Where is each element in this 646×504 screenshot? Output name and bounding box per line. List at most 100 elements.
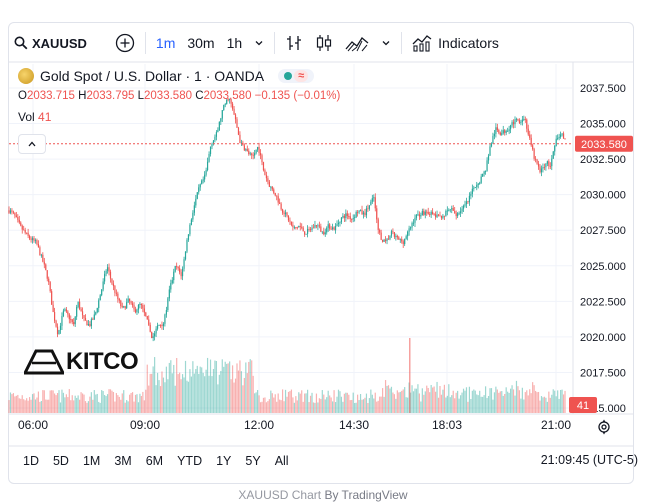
volume-bar — [296, 400, 298, 413]
chart-style-dropdown-button[interactable] — [375, 29, 397, 57]
candle-body — [555, 138, 557, 146]
close-value: 2033.580 — [203, 90, 252, 102]
range-5d[interactable]: 5D — [52, 454, 69, 468]
candle-body — [309, 229, 312, 230]
volume-bar — [552, 389, 554, 413]
candle-body — [24, 229, 26, 233]
candle-body — [15, 215, 17, 218]
candle-body — [493, 133, 496, 137]
candle-body — [336, 224, 338, 226]
volume-bar — [548, 391, 550, 413]
market-status-pills[interactable]: ≈ — [278, 69, 315, 83]
interval-30m[interactable]: 30m — [187, 35, 215, 51]
volume-bar — [557, 390, 559, 413]
volume-bar — [67, 397, 69, 413]
candle-body — [482, 173, 484, 177]
volume-bar — [220, 370, 222, 413]
price-tick-label: 2022.500 — [580, 296, 626, 308]
candle-body — [202, 179, 204, 181]
volume-bar — [429, 392, 431, 413]
area-style-button[interactable] — [339, 29, 375, 57]
candle-body — [189, 224, 191, 235]
credit-symbol-link[interactable]: XAUUSD Chart — [238, 488, 322, 502]
candle-body — [393, 232, 395, 237]
bars-icon — [287, 36, 302, 50]
collapse-legend-button[interactable] — [18, 134, 46, 154]
volume-bar — [520, 398, 522, 413]
time-tick-label: 06:00 — [18, 418, 48, 432]
range-1y[interactable]: 1Y — [216, 454, 232, 468]
volume-bar — [279, 399, 281, 413]
range-ytd[interactable]: YTD — [177, 454, 203, 468]
volume-bar — [307, 389, 309, 413]
bars-style-button[interactable] — [279, 29, 309, 57]
candle-body — [30, 238, 32, 240]
candle-body — [451, 208, 453, 210]
volume-bar — [312, 402, 315, 413]
range-all[interactable]: All — [274, 454, 289, 468]
range-5y[interactable]: 5Y — [245, 454, 261, 468]
tradingview-credit[interactable]: XAUUSD Chart By TradingView — [0, 488, 646, 502]
candle-body — [23, 229, 25, 231]
volume-bar — [121, 393, 123, 413]
volume-bar — [349, 400, 351, 413]
candle-body — [114, 286, 116, 293]
candle-body — [80, 308, 82, 312]
volume-bar — [492, 399, 494, 413]
range-1m[interactable]: 1M — [82, 454, 101, 468]
range-6m[interactable]: 6M — [145, 454, 164, 468]
candle-body — [539, 166, 541, 173]
candle-body — [220, 118, 222, 122]
candle-body — [31, 238, 34, 240]
volume-bar — [318, 398, 320, 413]
candle-body — [251, 153, 253, 155]
interval-dropdown-button[interactable] — [248, 29, 270, 57]
timezone-clock[interactable]: 21:09:45 (UTC-5) — [540, 453, 638, 467]
volume-bar — [174, 385, 176, 413]
credit-tradingview-link[interactable]: By TradingView — [324, 488, 408, 502]
volume-bar — [365, 393, 368, 413]
interval-1m[interactable]: 1m — [155, 35, 176, 51]
volume-bar — [74, 395, 76, 413]
candles-style-button[interactable] — [309, 29, 339, 57]
time-tick-label: 09:00 — [130, 418, 160, 432]
compare-add-button[interactable] — [109, 29, 141, 57]
candle-body — [434, 214, 437, 218]
candle-body — [326, 227, 328, 233]
volume-bar — [64, 397, 66, 413]
volume-bar — [311, 392, 313, 413]
volume-bar — [436, 381, 438, 413]
candle-body — [308, 228, 310, 230]
volume-bar — [65, 394, 67, 413]
candle-body — [342, 215, 344, 218]
indicators-icon — [412, 35, 432, 52]
volume-bar — [98, 401, 100, 413]
volume-bar — [42, 390, 44, 413]
interval-1h[interactable]: 1h — [226, 35, 243, 51]
candle-body — [412, 222, 415, 224]
candle-body — [264, 170, 266, 176]
volume-bar — [414, 388, 416, 413]
candle-body — [204, 174, 206, 180]
candle-body — [436, 214, 438, 218]
indicators-button[interactable]: Indicators — [406, 29, 505, 57]
gear-icon[interactable] — [596, 419, 612, 435]
price-tick-label: 2032.500 — [580, 154, 626, 166]
volume-bar — [28, 397, 31, 413]
candle-body — [26, 232, 28, 234]
volume-bar — [277, 393, 279, 413]
range-3m[interactable]: 3M — [114, 454, 132, 468]
time-axis[interactable]: 06:00 09:00 12:00 14:30 18:03 21:00 — [18, 418, 571, 432]
last-volume-label: 41 — [569, 397, 597, 413]
candle-body — [49, 282, 51, 292]
symbol-search-button[interactable]: XAUUSD — [8, 29, 93, 57]
candle-body — [167, 298, 169, 311]
candle-body — [477, 183, 479, 185]
candle-body — [209, 146, 212, 155]
candle-body — [58, 330, 60, 335]
price-axis[interactable]: 2037.500 2035.000 2032.500 2030.000 2027.500… — [580, 83, 626, 415]
candle-body — [373, 197, 375, 199]
candle-body — [439, 215, 441, 217]
range-1d[interactable]: 1D — [23, 454, 39, 468]
